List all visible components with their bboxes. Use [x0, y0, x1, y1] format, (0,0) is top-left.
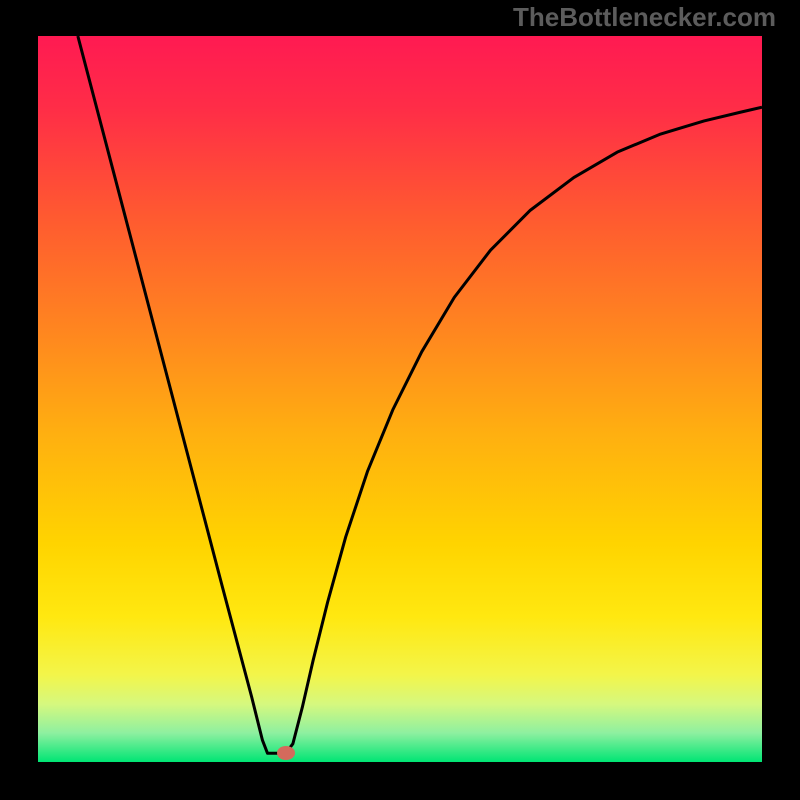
watermark-text: TheBottlenecker.com — [513, 2, 776, 33]
plot-area — [38, 36, 762, 762]
bottleneck-curve — [38, 36, 762, 762]
chart-container: TheBottlenecker.com — [0, 0, 800, 800]
optimal-point-marker — [277, 746, 295, 760]
